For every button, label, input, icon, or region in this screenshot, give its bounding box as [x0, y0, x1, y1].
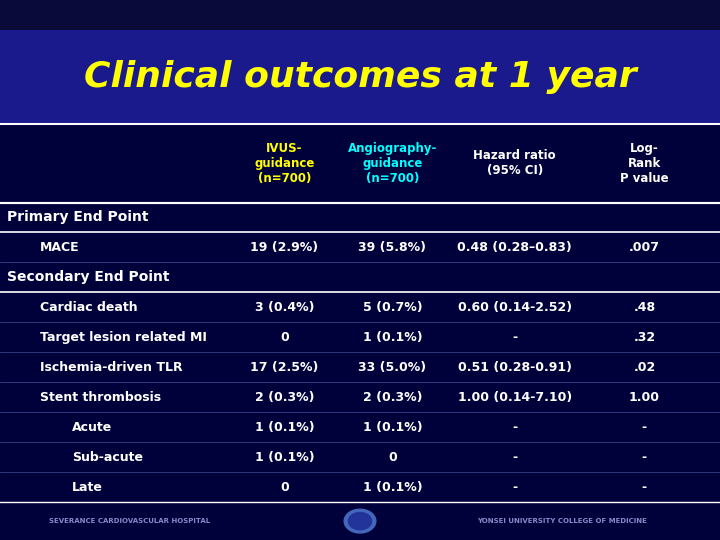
- Text: 0: 0: [388, 451, 397, 464]
- Text: 33 (5.0%): 33 (5.0%): [359, 361, 426, 374]
- Text: 3 (0.4%): 3 (0.4%): [255, 301, 314, 314]
- Bar: [0, 502, 720, 540]
- Text: .02: .02: [634, 361, 655, 374]
- Text: YONSEI UNIVERSITY COLLEGE OF MEDICINE: YONSEI UNIVERSITY COLLEGE OF MEDICINE: [477, 518, 647, 524]
- Text: Secondary End Point: Secondary End Point: [7, 271, 170, 285]
- Text: .007: .007: [629, 241, 660, 254]
- Text: Clinical outcomes at 1 year: Clinical outcomes at 1 year: [84, 60, 636, 94]
- Bar: [0, 472, 720, 502]
- Bar: [0, 124, 720, 202]
- Text: Late: Late: [72, 481, 103, 494]
- Text: -: -: [512, 331, 518, 344]
- Text: 39 (5.8%): 39 (5.8%): [359, 241, 426, 254]
- Text: Log-
Rank
P value: Log- Rank P value: [620, 142, 669, 185]
- Circle shape: [348, 512, 372, 530]
- Text: 5 (0.7%): 5 (0.7%): [363, 301, 422, 314]
- Text: 19 (2.9%): 19 (2.9%): [251, 241, 318, 254]
- Text: 0: 0: [280, 481, 289, 494]
- Text: Primary End Point: Primary End Point: [7, 211, 149, 225]
- Text: 2 (0.3%): 2 (0.3%): [363, 391, 422, 404]
- Text: 0: 0: [280, 331, 289, 344]
- Text: 0.60 (0.14-2.52): 0.60 (0.14-2.52): [458, 301, 572, 314]
- Text: 17 (2.5%): 17 (2.5%): [251, 361, 318, 374]
- Text: Angiography-
guidance
(n=700): Angiography- guidance (n=700): [348, 142, 437, 185]
- Text: SEVERANCE CARDIOVASCULAR HOSPITAL: SEVERANCE CARDIOVASCULAR HOSPITAL: [49, 518, 210, 524]
- Text: IVUS-
guidance
(n=700): IVUS- guidance (n=700): [254, 142, 315, 185]
- Text: Ischemia-driven TLR: Ischemia-driven TLR: [40, 361, 182, 374]
- Text: 1.00 (0.14-7.10): 1.00 (0.14-7.10): [458, 391, 572, 404]
- Bar: [0, 442, 720, 472]
- Text: -: -: [512, 451, 518, 464]
- Text: Stent thrombosis: Stent thrombosis: [40, 391, 161, 404]
- Text: -: -: [642, 451, 647, 464]
- Text: Acute: Acute: [72, 421, 112, 434]
- Text: Hazard ratio
(95% CI): Hazard ratio (95% CI): [474, 150, 556, 177]
- Text: 0.48 (0.28–0.83): 0.48 (0.28–0.83): [457, 241, 572, 254]
- Text: Cardiac death: Cardiac death: [40, 301, 138, 314]
- Bar: [0, 232, 720, 262]
- Text: Target lesion related MI: Target lesion related MI: [40, 331, 207, 344]
- Text: .32: .32: [634, 331, 655, 344]
- Bar: [0, 382, 720, 413]
- Bar: [0, 0, 720, 30]
- Bar: [0, 262, 720, 293]
- Text: 1 (0.1%): 1 (0.1%): [255, 421, 314, 434]
- Text: 1 (0.1%): 1 (0.1%): [363, 481, 422, 494]
- Bar: [0, 30, 720, 124]
- Bar: [0, 322, 720, 353]
- Text: -: -: [642, 481, 647, 494]
- Text: Sub-acute: Sub-acute: [72, 451, 143, 464]
- Text: 2 (0.3%): 2 (0.3%): [255, 391, 314, 404]
- Circle shape: [344, 509, 376, 533]
- Bar: [0, 202, 720, 232]
- Text: -: -: [512, 481, 518, 494]
- Text: MACE: MACE: [40, 241, 79, 254]
- Text: -: -: [512, 421, 518, 434]
- Text: .48: .48: [634, 301, 655, 314]
- Bar: [0, 293, 720, 322]
- Text: 1 (0.1%): 1 (0.1%): [255, 451, 314, 464]
- Text: 1.00: 1.00: [629, 391, 660, 404]
- Bar: [0, 413, 720, 442]
- Text: 1 (0.1%): 1 (0.1%): [363, 421, 422, 434]
- Text: -: -: [642, 421, 647, 434]
- Text: 0.51 (0.28-0.91): 0.51 (0.28-0.91): [458, 361, 572, 374]
- Text: 1 (0.1%): 1 (0.1%): [363, 331, 422, 344]
- Bar: [0, 353, 720, 382]
